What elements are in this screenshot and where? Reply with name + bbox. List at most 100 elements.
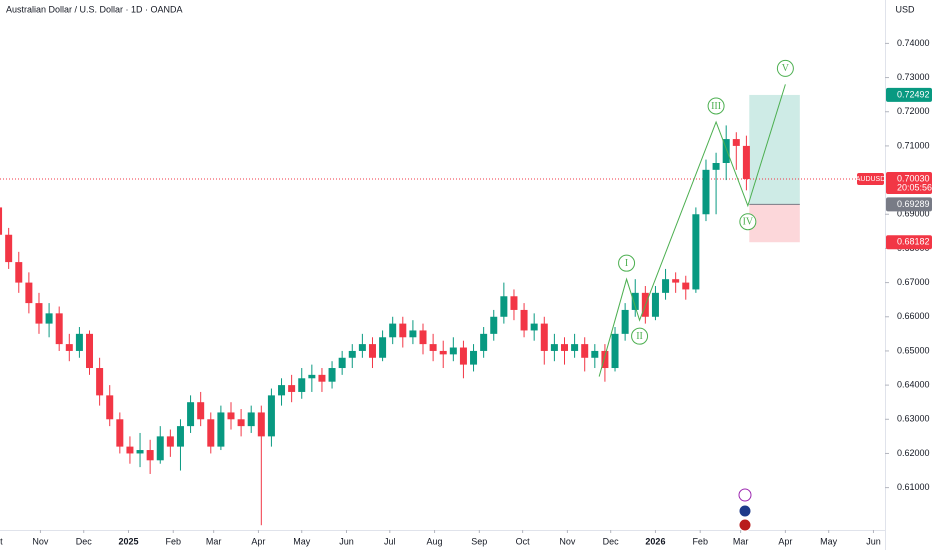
y-tick-label: 0.62000 [897, 448, 930, 458]
x-tick-label: Jun [339, 536, 354, 546]
candle-body [146, 450, 154, 461]
candle-body [25, 282, 33, 304]
event-icon[interactable] [738, 518, 752, 532]
candle-body [560, 344, 568, 351]
x-tick-label: Jul [384, 536, 396, 546]
candle-body [429, 344, 437, 351]
x-tick-label: Nov [559, 536, 576, 546]
event-icon[interactable] [738, 504, 752, 518]
y-tick-label: 0.65000 [897, 345, 930, 355]
candle-body [298, 378, 306, 392]
candle-body [15, 262, 23, 283]
wave-marker [618, 254, 636, 272]
candle-body [399, 323, 407, 338]
candle-body [611, 333, 619, 369]
countdown-label: 20:05:56 [897, 182, 932, 192]
event-icons[interactable] [738, 488, 752, 532]
candle-body [651, 292, 659, 317]
y-tick-label: 0.67000 [897, 277, 930, 287]
candle-body [288, 385, 296, 392]
wave-marker [707, 97, 725, 115]
candle-body [409, 330, 417, 338]
chart-title: Australian Dollar / U.S. Dollar · 1D · O… [6, 4, 183, 14]
x-tick-label: 2026 [645, 536, 665, 546]
candle-body [732, 139, 740, 146]
candle-body [166, 436, 174, 447]
candle-body [530, 323, 538, 331]
candle-body [571, 344, 579, 351]
candle-body [318, 374, 326, 382]
candle-body [65, 344, 73, 351]
symbol-tag [857, 173, 884, 186]
candle-body [389, 323, 397, 338]
price-tag-label: 0.69289 [897, 199, 930, 209]
candle-body [136, 450, 144, 454]
candle-body [621, 309, 629, 334]
candle-body [692, 214, 700, 290]
wave-label: III [711, 101, 721, 112]
price-tag [886, 235, 932, 250]
candle-body [449, 347, 457, 355]
wave-path [598, 84, 786, 377]
price-tag [886, 87, 932, 102]
candle-body [459, 347, 467, 365]
wave-label: IV [743, 217, 754, 228]
candle-body [550, 344, 558, 351]
candle-body [742, 145, 750, 180]
candle-body [75, 333, 83, 351]
x-tick-label: Aug [427, 536, 443, 546]
candle-body [126, 446, 134, 454]
wave-label: I [625, 258, 628, 269]
candle-body [116, 419, 124, 447]
price-tag-label: 0.68182 [897, 237, 930, 247]
x-tick-label: Jun [866, 536, 881, 546]
y-tick-label: 0.64000 [897, 379, 930, 389]
candle-body [328, 368, 336, 382]
candle-body [217, 412, 225, 447]
candle-body [722, 139, 730, 163]
candle-body [470, 350, 478, 365]
candle-body [247, 412, 255, 427]
candle-body [419, 330, 427, 345]
x-tick-label: Mar [206, 536, 222, 546]
candle-body [55, 313, 63, 345]
candle-body [35, 303, 43, 324]
x-tick-label: Oct [516, 536, 531, 546]
candle-body [86, 333, 94, 369]
candle-body [5, 234, 13, 263]
currency-label[interactable]: USD [895, 4, 915, 14]
take-profit-zone [749, 94, 800, 205]
x-tick-label: Feb [165, 536, 181, 546]
last-price-label: 0.70030 [897, 173, 930, 183]
wave-label: II [636, 331, 643, 342]
y-tick-label: 0.61000 [897, 482, 930, 492]
candle-body [702, 169, 710, 215]
x-tick-label: Oct [0, 536, 3, 546]
candle-body [96, 368, 104, 396]
candle-body [278, 385, 286, 396]
last-price-tag [886, 172, 932, 195]
x-tick-label: Sep [471, 536, 487, 546]
candle-body [520, 309, 528, 331]
candle-body [368, 344, 376, 358]
candle-body [187, 402, 195, 427]
candle-body [631, 292, 639, 310]
candle-body [176, 426, 184, 447]
stop-loss-zone [749, 204, 800, 243]
candle-body [682, 282, 690, 290]
candle-body [45, 313, 53, 324]
x-tick-label: Dec [603, 536, 620, 546]
wave-label: V [782, 63, 790, 74]
wave-marker [631, 327, 649, 345]
candle-body [581, 344, 589, 358]
candle-body [207, 419, 215, 447]
x-tick-label: May [820, 536, 838, 546]
x-tick-label: Dec [76, 536, 93, 546]
symbol-label: AUDUSD [856, 176, 886, 183]
price-tag-label: 0.72492 [897, 89, 930, 99]
candle-body [591, 350, 599, 358]
event-icon[interactable] [738, 488, 752, 502]
candle-body [338, 357, 346, 369]
